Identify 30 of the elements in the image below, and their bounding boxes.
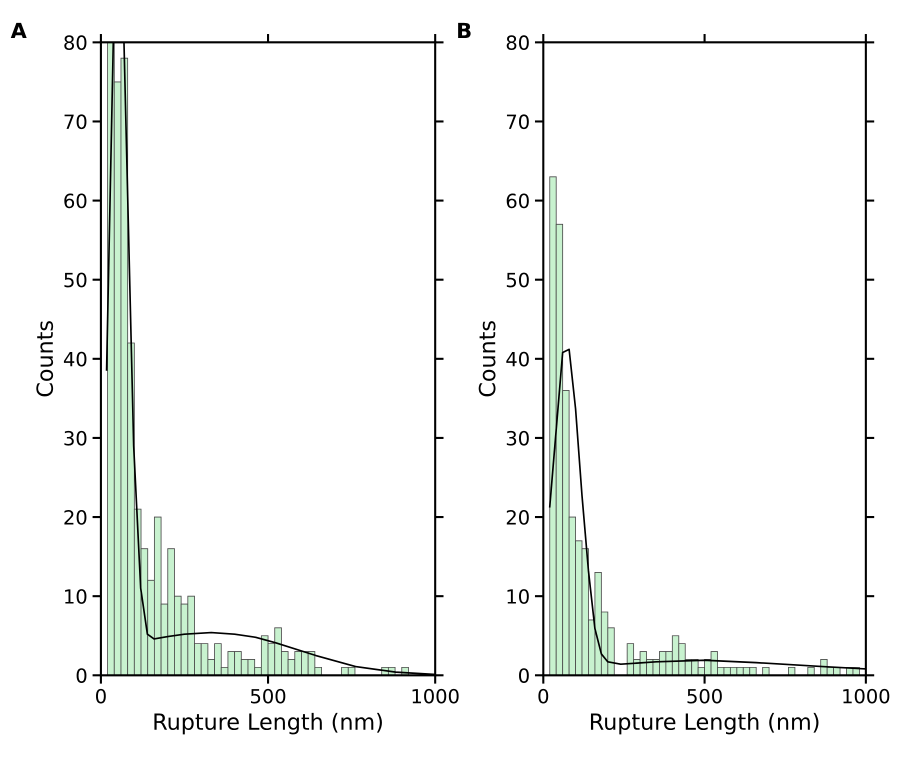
x-tick-label: 500 xyxy=(688,688,722,704)
y-tick-label: 40 xyxy=(506,352,529,366)
y-tick-label: 20 xyxy=(64,510,86,525)
x-tick-label: 0 xyxy=(538,688,548,704)
y-tick-label: 40 xyxy=(64,352,86,366)
y-tick-label: 80 xyxy=(506,35,529,50)
y-tick-label: 0 xyxy=(76,668,86,683)
y-axis-title: Counts xyxy=(478,321,496,396)
y-tick-label: 50 xyxy=(506,272,529,288)
y-tick-label: 10 xyxy=(508,589,529,604)
chart-title: A xyxy=(10,22,27,38)
y-tick-label: 30 xyxy=(506,430,529,446)
y-tick-label: 80 xyxy=(64,35,86,50)
y-tick-label: 0 xyxy=(519,668,529,683)
x-axis-title: Rupture Length (nm) xyxy=(154,712,382,734)
y-tick-label: 50 xyxy=(64,272,86,288)
y-tick-label: 70 xyxy=(506,114,529,130)
y-axis-title: Counts xyxy=(36,321,54,396)
y-tick-label: 30 xyxy=(64,430,86,446)
chart-title: B xyxy=(458,22,471,38)
y-tick-label: 20 xyxy=(506,510,529,525)
x-tick-label: 1000 xyxy=(843,688,890,704)
y-tick-label: 10 xyxy=(65,589,86,604)
y-tick-label: 60 xyxy=(64,194,86,208)
x-tick-label: 1000 xyxy=(412,688,459,704)
x-tick-label: 500 xyxy=(250,688,286,704)
y-tick-label: 70 xyxy=(64,114,86,130)
x-axis-title: Rupture Length (nm) xyxy=(590,712,818,734)
y-tick-label: 60 xyxy=(506,194,529,208)
x-tick-label: 0 xyxy=(96,688,106,704)
